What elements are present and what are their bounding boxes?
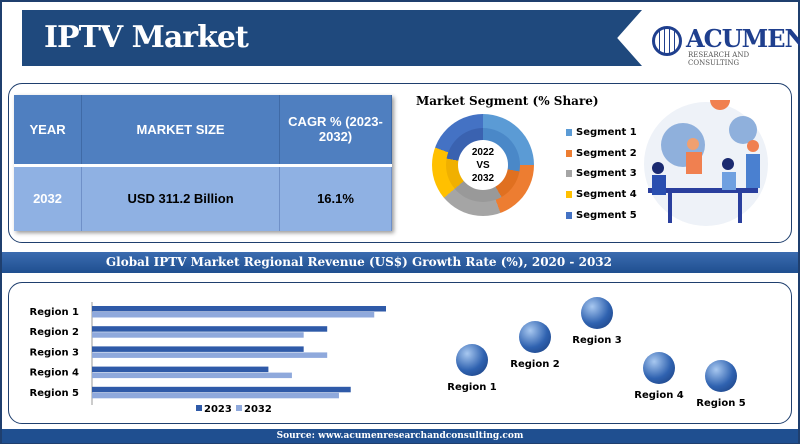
region-sphere-label: Region 1 <box>447 382 497 393</box>
bar-2032-region-4 <box>92 372 292 379</box>
region-sphere <box>456 344 488 376</box>
page-title: IPTV Market <box>44 20 249 55</box>
legend-item: Segment 5 <box>566 205 637 226</box>
logo-subtitle: RESEARCH AND CONSULTING <box>688 51 750 67</box>
category-label: Region 2 <box>30 327 80 338</box>
category-label: Region 3 <box>30 347 80 358</box>
region-sphere <box>581 297 613 329</box>
cell-year: 2032 <box>14 163 83 231</box>
section-title: Global IPTV Market Regional Revenue (US$… <box>2 252 798 273</box>
legend-item: Segment 1 <box>566 122 637 143</box>
legend-item: Segment 4 <box>566 184 637 205</box>
center-year-1: 2022 <box>471 147 495 158</box>
legend-swatch <box>566 128 572 136</box>
region-sphere <box>705 360 737 392</box>
cell-cagr: 16.1% <box>279 163 392 231</box>
legend-swatch <box>566 170 572 178</box>
header-year: YEAR <box>14 95 83 165</box>
globe-icon <box>652 26 682 56</box>
legend-label: Segment 2 <box>576 147 637 159</box>
legend-swatch <box>566 149 572 157</box>
legend-label: 2023 <box>204 404 232 415</box>
donut-center: 2022 VS 2032 <box>458 140 508 190</box>
segment-legend: Segment 1 Segment 2 Segment 3 Segment 4 Segm… <box>566 122 637 225</box>
legend-item: Segment 2 <box>566 143 637 164</box>
category-label: Region 4 <box>30 368 80 379</box>
bar-2032-region-5 <box>92 392 339 399</box>
region-sphere <box>519 321 551 353</box>
bar-2032-region-2 <box>92 332 304 338</box>
center-vs: VS <box>476 160 490 171</box>
team-illustration <box>644 100 768 226</box>
legend-swatch <box>566 190 572 198</box>
category-label: Region 5 <box>30 388 80 399</box>
title-banner <box>22 10 642 66</box>
region-sphere-label: Region 3 <box>572 335 622 346</box>
bar-2023-region-1 <box>92 306 386 312</box>
legend-label: Segment 5 <box>576 209 637 221</box>
legend-label: Segment 3 <box>576 168 637 180</box>
summary-table: YEAR MARKET SIZE CAGR % (2023-2032) 2032 US… <box>14 95 392 231</box>
legend-label: Segment 4 <box>576 188 637 200</box>
legend-swatch <box>236 405 242 411</box>
region-sphere-label: Region 4 <box>634 390 684 401</box>
acumen-logo: ACUMEN RESEARCH AND CONSULTING <box>652 22 800 67</box>
legend-label: 2032 <box>244 404 272 415</box>
segment-donut-chart: 2022 VS 2032 <box>432 114 534 216</box>
center-year-2: 2032 <box>471 173 495 184</box>
segment-title: Market Segment (% Share) <box>416 94 599 108</box>
legend-swatch <box>196 405 202 411</box>
source-footer: Source: www.acumenresearchandconsulting.… <box>2 429 798 443</box>
legend-label: Segment 1 <box>576 126 637 138</box>
bar-2023-region-2 <box>92 326 328 332</box>
region-sphere-label: Region 5 <box>696 398 746 409</box>
header-cagr: CAGR % (2023-2032) <box>279 95 392 165</box>
bar-2023-region-4 <box>92 366 269 373</box>
bar-2032-region-3 <box>92 352 328 358</box>
header-market-size: MARKET SIZE <box>81 95 280 165</box>
cell-market-size: USD 311.2 Billion <box>81 163 280 231</box>
bar-2032-region-1 <box>92 312 375 318</box>
legend-swatch <box>566 211 572 219</box>
logo-name: ACUMEN <box>686 24 800 53</box>
region-sphere <box>643 352 675 384</box>
region-sphere-label: Region 2 <box>510 359 560 370</box>
legend-item: Segment 3 <box>566 163 637 184</box>
category-label: Region 1 <box>30 307 80 318</box>
bar-2023-region-5 <box>92 386 351 393</box>
bar-2023-region-3 <box>92 346 304 352</box>
